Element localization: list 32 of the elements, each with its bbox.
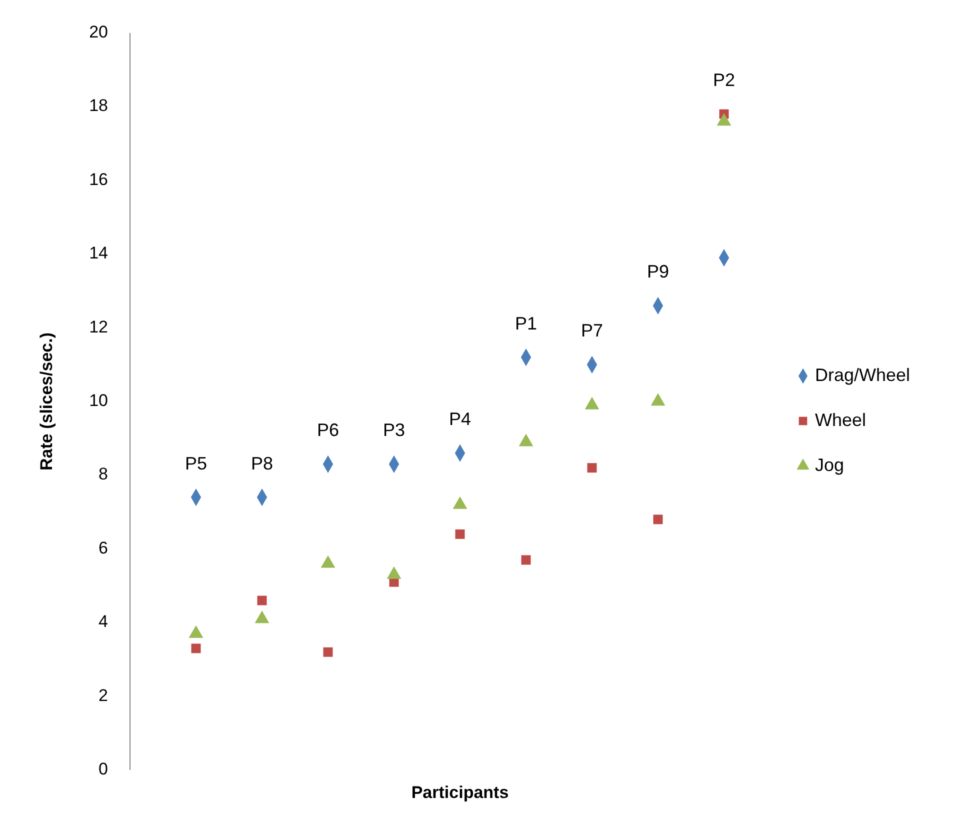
point xyxy=(257,596,267,606)
y-tick-label: 16 xyxy=(89,170,108,189)
x-tick-label: P9 xyxy=(646,262,670,282)
x-tick-label: P3 xyxy=(382,420,406,440)
y-tick-label: 2 xyxy=(98,686,108,705)
x-axis-title: Participants xyxy=(411,783,509,802)
x-tick-label: P5 xyxy=(184,453,208,474)
legend-label: Wheel xyxy=(815,410,866,430)
y-axis-title: Rate (slices/sec.) xyxy=(37,332,56,470)
y-tick-label: 12 xyxy=(89,317,108,336)
legend-label: Drag/Wheel xyxy=(815,364,910,385)
y-tick-label: 10 xyxy=(89,390,108,410)
x-tick-label: P1 xyxy=(514,313,538,334)
point xyxy=(191,644,201,654)
y-tick-label: 6 xyxy=(98,538,108,558)
x-tick-label: P2 xyxy=(712,70,736,90)
x-tick-label: P6 xyxy=(316,420,340,440)
y-tick-label: 4 xyxy=(98,612,108,632)
legend-label: Jog xyxy=(815,454,844,475)
point xyxy=(455,529,465,539)
x-tick-label: P4 xyxy=(448,409,472,430)
y-tick-label: 18 xyxy=(89,96,108,116)
x-tick-label: P7 xyxy=(580,320,604,341)
point xyxy=(323,647,333,657)
y-tick-label: 8 xyxy=(98,464,108,484)
point xyxy=(653,514,663,524)
y-tick-label: 20 xyxy=(89,22,108,42)
point xyxy=(587,463,597,473)
y-tick-label: 0 xyxy=(98,759,108,778)
point xyxy=(521,555,531,565)
y-tick-label: 14 xyxy=(89,244,108,263)
x-tick-label: P8 xyxy=(250,453,274,474)
